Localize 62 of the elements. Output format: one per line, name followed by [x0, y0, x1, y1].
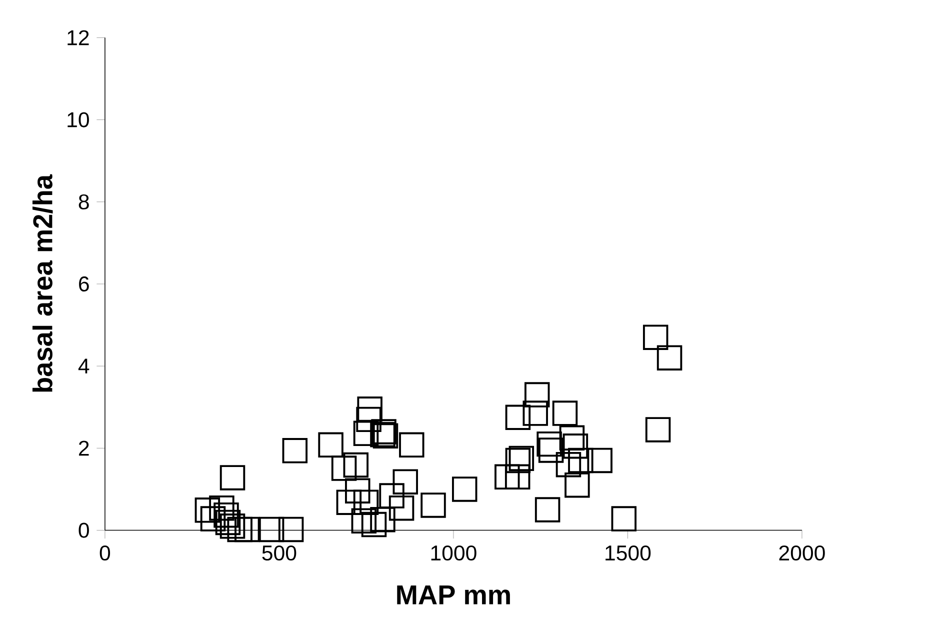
point — [420, 492, 446, 518]
x-tick-label: 2000 — [779, 546, 825, 561]
x-tick-label: 500 — [262, 546, 296, 561]
point — [343, 452, 369, 478]
point — [220, 465, 246, 490]
point — [564, 472, 590, 498]
y-axis-title: basal area m2/ha — [32, 174, 53, 392]
point — [399, 432, 424, 458]
point — [388, 496, 414, 521]
point — [538, 438, 564, 463]
point — [351, 508, 377, 534]
point — [194, 498, 220, 523]
point — [353, 420, 379, 446]
point — [331, 456, 357, 482]
y-tick-label: 12 — [68, 30, 89, 46]
point — [552, 400, 578, 426]
point — [282, 438, 308, 464]
point — [524, 382, 550, 408]
point — [356, 406, 382, 432]
point — [494, 464, 520, 490]
point — [568, 448, 594, 474]
point — [562, 434, 588, 459]
point — [656, 345, 682, 371]
point — [318, 432, 344, 458]
point — [336, 490, 362, 516]
y-tick-label: 4 — [78, 358, 90, 374]
point — [645, 417, 671, 442]
point — [370, 507, 396, 532]
point — [559, 425, 585, 451]
x-tick-label: 1500 — [606, 546, 651, 561]
point — [215, 510, 241, 536]
point — [534, 497, 560, 523]
point — [611, 506, 636, 532]
point — [505, 404, 531, 430]
point — [642, 324, 668, 350]
x-tick-label: 0 — [100, 546, 110, 561]
x-tick-label: 1000 — [431, 546, 476, 561]
point — [536, 432, 562, 457]
y-tick-label: 2 — [79, 440, 89, 456]
y-tick-label: 0 — [78, 522, 89, 538]
y-tick-label: 6 — [79, 276, 89, 292]
point — [556, 452, 582, 478]
point — [452, 476, 478, 502]
point — [200, 506, 226, 532]
y-tick-label: 8 — [78, 194, 89, 210]
x-axis-title: MAP mm — [397, 586, 510, 604]
point — [353, 490, 379, 516]
point — [345, 478, 370, 504]
point — [357, 396, 382, 422]
point — [220, 514, 246, 539]
point — [392, 469, 418, 495]
point — [214, 502, 239, 528]
point — [361, 512, 387, 538]
point — [278, 516, 304, 542]
y-tick-label: 10 — [68, 112, 89, 128]
point — [258, 516, 284, 542]
point — [522, 400, 548, 426]
point — [587, 448, 612, 474]
point — [504, 464, 530, 490]
point — [379, 483, 404, 509]
point — [209, 496, 234, 521]
point — [227, 516, 252, 542]
